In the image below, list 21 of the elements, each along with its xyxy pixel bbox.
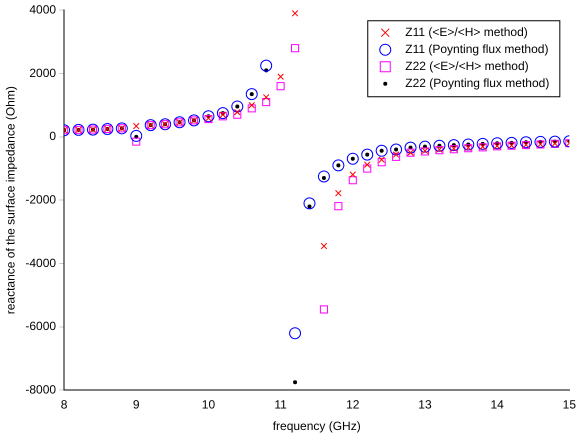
x-tick-label: 14 <box>490 398 504 412</box>
y-tick-label: -8000 <box>25 382 56 397</box>
x-tick-label: 13 <box>418 398 432 412</box>
y-axis-title: reactance of the surface impedance (Ohm) <box>4 86 18 314</box>
legend-label: Z11 (<E>/<H> method) <box>405 25 528 40</box>
x-axis-title: frequency (GHz) <box>272 419 361 434</box>
legend-label: Z11 (Poynting flux method) <box>405 42 548 56</box>
x-tick-label: 15 <box>562 398 576 412</box>
x-tick-label: 9 <box>132 398 140 412</box>
y-tick-label: -2000 <box>25 192 56 207</box>
y-tick-label: -6000 <box>25 319 56 334</box>
y-tick-label: 2000 <box>29 66 56 80</box>
y-tick-label: 0 <box>49 129 56 144</box>
x-tick-label: 12 <box>346 398 360 412</box>
y-tick-label: 4000 <box>29 2 56 17</box>
legend-label: Z22 (<E>/<H> method) <box>405 59 529 74</box>
y-tick-label: -4000 <box>25 256 56 270</box>
x-tick-label: 10 <box>202 398 216 412</box>
legend-label: Z22 (Poynting flux method) <box>405 76 550 90</box>
x-tick-label: 11 <box>274 398 288 412</box>
x-tick-label: 8 <box>60 398 68 412</box>
